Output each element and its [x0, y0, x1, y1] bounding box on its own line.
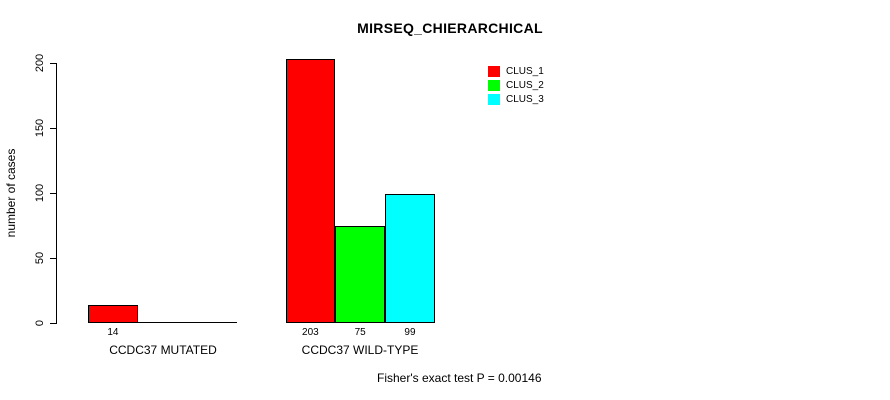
bar-clus_3	[385, 194, 435, 323]
bar-value-label: 203	[302, 327, 319, 338]
bar-clus_1	[88, 304, 138, 323]
legend-label-clus-1: CLUS_1	[506, 65, 544, 77]
legend-item-clus-3: CLUS_3	[488, 92, 544, 106]
bar-value-label: 14	[107, 327, 119, 338]
footnote-fisher-test: Fisher's exact test P = 0.00146	[377, 371, 542, 385]
y-axis-title: number of cases	[4, 148, 18, 238]
legend-item-clus-1: CLUS_1	[488, 64, 544, 78]
y-axis-line	[56, 63, 57, 324]
x-category-label-wild-type: CCDC37 WILD-TYPE	[301, 343, 419, 357]
y-axis-tick-label: 0	[34, 319, 46, 327]
bar-clus_2	[335, 225, 386, 323]
y-axis-tick	[50, 62, 56, 64]
y-axis-tick-label: 150	[34, 118, 46, 138]
y-axis-tick	[50, 127, 56, 129]
legend-item-clus-2: CLUS_2	[488, 78, 544, 92]
legend-label-clus-2: CLUS_2	[506, 79, 544, 91]
chart-title: MIRSEQ_CHIERARCHICAL	[357, 20, 543, 36]
legend-label-clus-3: CLUS_3	[506, 93, 544, 105]
y-axis-tick-label: 50	[34, 251, 46, 265]
bar-zero-clus_2	[137, 322, 188, 323]
y-axis-tick	[50, 322, 56, 324]
bar-zero-clus_3	[187, 322, 238, 323]
y-axis-tick	[50, 192, 56, 194]
bar-value-label: 99	[404, 327, 416, 338]
bar-value-label: 75	[354, 327, 366, 338]
legend-swatch-clus-1-icon	[488, 65, 500, 77]
x-category-label-mutated: CCDC37 MUTATED	[109, 343, 217, 357]
legend-swatch-clus-3-icon	[488, 93, 500, 105]
y-axis-tick-label: 200	[34, 53, 46, 73]
legend-swatch-clus-2-icon	[488, 79, 500, 91]
y-axis-tick-label: 100	[34, 183, 46, 203]
legend: CLUS_1 CLUS_2 CLUS_3	[488, 64, 544, 106]
bar-clus_1	[285, 59, 336, 323]
y-axis-tick	[50, 257, 56, 259]
